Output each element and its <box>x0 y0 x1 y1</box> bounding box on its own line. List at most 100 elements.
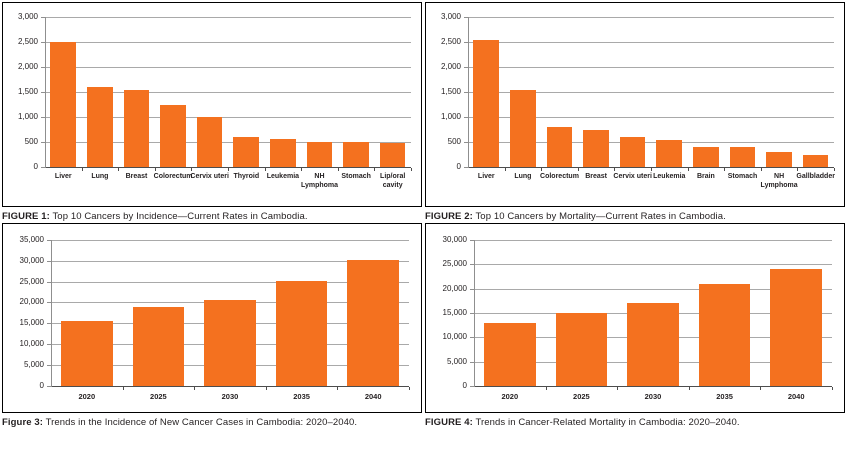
x-category-label: Cervix uteri <box>613 173 652 180</box>
gridline <box>45 92 411 93</box>
x-tick <box>687 168 689 171</box>
x-tick <box>228 168 229 171</box>
bar-2030 <box>627 303 679 386</box>
x-tick <box>191 168 193 171</box>
x-tick <box>337 386 339 390</box>
x-category-label: 2020 <box>78 391 96 401</box>
gridline <box>51 281 409 283</box>
y-tick <box>470 288 474 290</box>
bar-2030 <box>204 300 256 386</box>
y-tick <box>41 67 45 68</box>
y-tick <box>47 260 51 262</box>
y-tick-label: 0 <box>456 162 461 171</box>
bar-2040 <box>770 269 822 386</box>
figure-1-caption-text: Top 10 Cancers by Incidence—Current Rate… <box>49 211 308 222</box>
x-category-label: Stomach <box>341 173 371 180</box>
y-tick-label: 0 <box>39 380 44 390</box>
figure-2-caption-label: FIGURE 2: <box>425 211 473 222</box>
gridline <box>468 42 834 43</box>
x-category-label: Breast <box>585 173 607 180</box>
x-tick <box>265 386 267 390</box>
bar-2040 <box>347 260 399 386</box>
y-tick <box>47 323 51 325</box>
gridline <box>45 142 411 143</box>
x-tick <box>760 168 762 171</box>
x-category-label: Liver <box>54 173 72 180</box>
x-category-label: NH Lymphoma <box>760 173 798 189</box>
y-tick <box>470 337 474 339</box>
x-tick <box>154 168 156 171</box>
bar-liver <box>50 42 77 167</box>
gridline <box>468 17 834 18</box>
bar-cervix-uteri <box>196 117 223 167</box>
bar-leukemia <box>270 139 296 167</box>
x-tick <box>264 168 266 171</box>
x-tick <box>122 386 124 390</box>
figure-3-chart: 0 5,000 10,000 15,000 20,000 25,000 30,000 35,0… <box>2 222 422 413</box>
x-category-label: Stomach <box>727 173 758 180</box>
x-tick <box>194 386 196 390</box>
y-tick-label: 20,000 <box>19 297 44 307</box>
y-tick <box>47 302 51 304</box>
x-tick <box>337 168 339 171</box>
y-tick <box>41 42 45 43</box>
gridline <box>45 117 411 118</box>
y-tick <box>47 281 51 283</box>
y-tick-label: 5,000 <box>23 360 44 370</box>
x-category-label: 2040 <box>787 391 805 401</box>
gridline <box>474 288 832 290</box>
x-category-label: Breast <box>125 173 148 180</box>
x-tick <box>724 168 726 171</box>
bar-cervix-uteri <box>619 137 646 167</box>
bar-stomach <box>343 142 369 167</box>
y-tick-label: 1,500 <box>440 87 461 96</box>
x-axis-baseline <box>51 385 409 387</box>
figure-4-chart: 0 5,000 10,000 15,000 20,000 25,000 30,000 2020… <box>425 222 845 413</box>
y-tick-label: 25,000 <box>19 276 44 286</box>
figure-1-caption-label: FIGURE 1: <box>2 211 50 222</box>
y-tick-label: 10,000 <box>442 332 467 342</box>
y-tick-label: 0 <box>33 162 38 171</box>
y-tick <box>470 239 474 241</box>
y-tick-label: 3,000 <box>17 12 38 21</box>
y-tick-label: 2,500 <box>440 37 461 46</box>
y-tick <box>464 17 468 18</box>
bar-colorectum <box>160 104 186 167</box>
bar-breast <box>583 129 609 167</box>
x-tick <box>834 168 835 171</box>
figure-1-panel: 0 500 1,000 1,500 2,000 2,500 3,000 Liver Lung Br… <box>2 2 422 223</box>
y-tick-label: 30,000 <box>19 255 44 265</box>
bar-lung <box>87 87 113 167</box>
y-tick-label: 500 <box>447 137 461 146</box>
figure-2-caption-text: Top 10 Cancers by Mortality—Current Rate… <box>472 211 726 222</box>
x-category-label: Colorectum <box>153 173 193 180</box>
x-category-label: 2025 <box>150 391 167 401</box>
x-category-label: 2040 <box>364 391 382 401</box>
figure-3-caption: Figure 3: Trends in the Incidence of New… <box>2 417 420 429</box>
x-category-label: Liver <box>477 173 495 180</box>
bar-leukemia <box>656 139 683 167</box>
bar-2035 <box>275 280 328 386</box>
x-category-label: 2035 <box>716 391 733 401</box>
y-axis-line <box>45 17 46 168</box>
x-tick <box>81 168 83 171</box>
y-tick <box>464 92 468 93</box>
y-tick-label: 5,000 <box>446 356 467 366</box>
x-category-label: 2025 <box>573 391 590 401</box>
x-category-label: Lung <box>91 173 109 180</box>
x-tick <box>688 386 690 390</box>
figure-4-caption-label: FIGURE 4: <box>425 416 473 428</box>
x-category-label: Thyroid <box>233 173 260 180</box>
x-category-label: Lip/oral cavity <box>380 173 406 189</box>
x-tick <box>411 168 412 171</box>
y-tick-label: 500 <box>24 137 38 146</box>
y-tick-label: 0 <box>462 380 467 390</box>
x-tick <box>651 168 652 171</box>
bar-nh-lymphoma <box>766 152 792 167</box>
y-tick <box>47 385 51 387</box>
bar-2020 <box>484 322 536 386</box>
gridline <box>474 264 832 266</box>
x-tick <box>541 168 543 171</box>
x-category-label: 2030 <box>221 391 239 401</box>
x-tick <box>617 386 619 390</box>
